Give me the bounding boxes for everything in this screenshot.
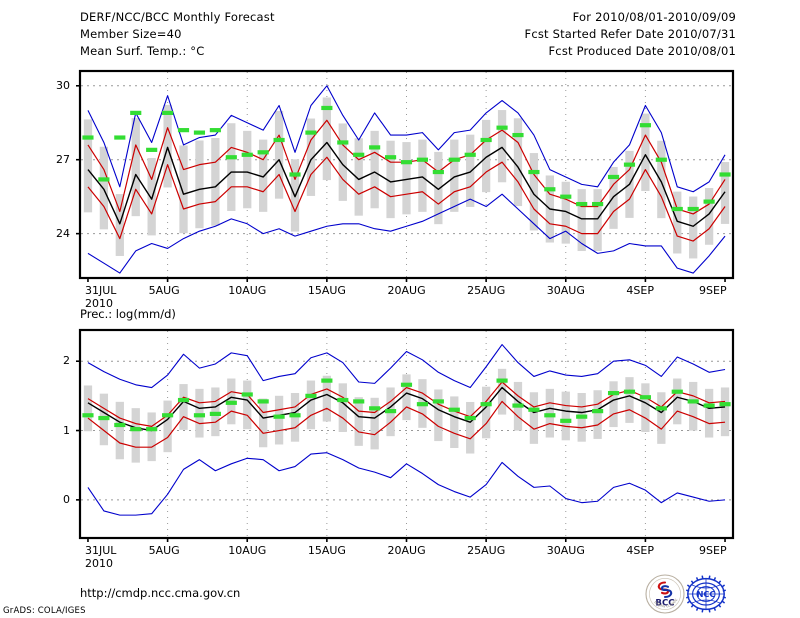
x-axis-tick-label: 25AUG [467, 544, 506, 557]
bottom-panel-variable-label: Prec.: log(mm/d) [80, 307, 176, 321]
grads-attribution: GrADS: COLA/IGES [3, 606, 86, 616]
x-axis-tick-label: 30AUG [546, 284, 585, 297]
x-axis-tick-label: 15AUG [307, 284, 346, 297]
x-axis-tick-label: 10AUG [228, 284, 267, 297]
y-axis-tick-label: 1 [63, 423, 70, 437]
y-axis-tick-label: 24 [56, 226, 70, 240]
x-axis-tick-label: 20AUG [387, 544, 426, 557]
forecast-started-label: Fcst Started Refer Date 2010/07/31 [524, 27, 736, 41]
x-axis-tick-label: 4SEP [626, 544, 654, 557]
svg-text:BCC: BCC [655, 599, 674, 609]
x-axis-tick-label: 9SEP [699, 544, 727, 557]
x-axis-tick-label: 25AUG [467, 284, 506, 297]
x-axis-tick-label: 4SEP [626, 284, 654, 297]
svg-text:NCC: NCC [697, 589, 716, 599]
x-axis-tick-label: 5AUG [148, 544, 180, 557]
chart-title: DERF/NCC/BCC Monthly Forecast [80, 10, 275, 24]
x-axis-tick-label: 5AUG [148, 284, 180, 297]
x-axis-tick-label: 10AUG [228, 544, 267, 557]
y-axis-tick-label: 30 [56, 78, 70, 92]
x-axis-year-label: 2010 [84, 557, 113, 570]
y-axis-tick-label: 27 [56, 152, 70, 166]
x-axis-tick-label: 31JUL [84, 544, 117, 557]
bottom-panel-plot [76, 328, 735, 542]
x-axis-tick-label: 31JUL [84, 284, 117, 297]
y-axis-tick-label: 0 [63, 492, 70, 506]
y-axis-tick-label: 2 [63, 354, 70, 368]
member-size-label: Member Size=40 [80, 27, 182, 41]
top-panel-plot [76, 69, 735, 282]
x-axis-year-label: 2010 [84, 297, 113, 310]
cmdp-url-link[interactable]: http://cmdp.ncc.cma.gov.cn [80, 586, 241, 600]
forecast-produced-label: Fcst Produced Date 2010/08/01 [548, 44, 736, 58]
forecast-period-label: For 2010/08/01-2010/09/09 [572, 10, 736, 24]
x-axis-tick-label: 15AUG [307, 544, 346, 557]
x-axis-tick-label: 20AUG [387, 284, 426, 297]
ncc-logo: NCC [686, 574, 726, 614]
x-axis-tick-label: 30AUG [546, 544, 585, 557]
bcc-logo: BCC BEIJING CLIMATE CENTER [645, 574, 685, 614]
top-panel-variable-label: Mean Surf. Temp.: °C [80, 44, 205, 58]
x-axis-tick-label: 9SEP [699, 284, 727, 297]
